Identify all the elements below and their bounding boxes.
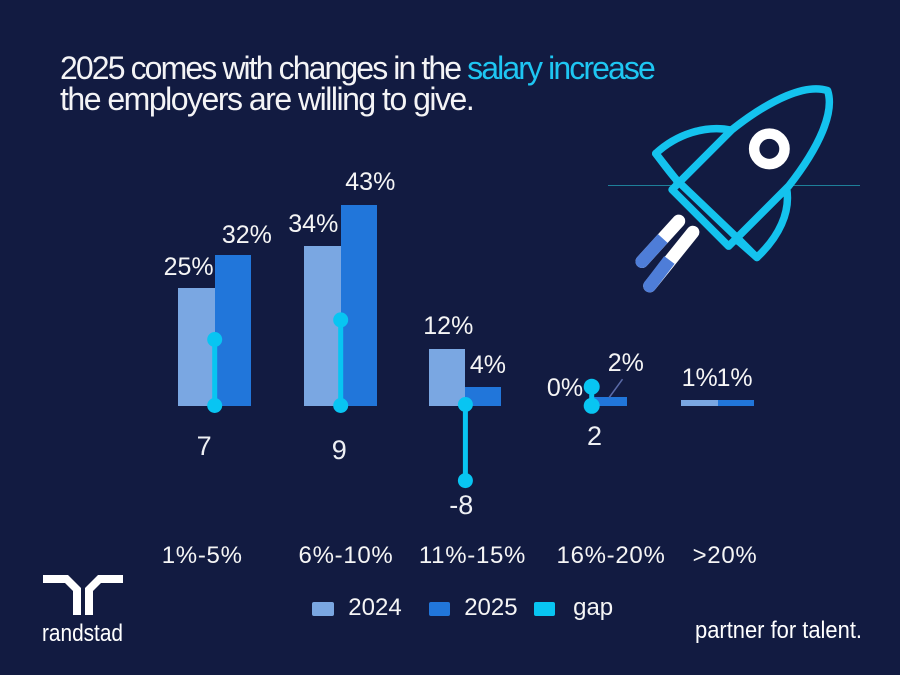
svg-text:partner for talent.: partner for talent. [695,617,862,644]
svg-text:randstad: randstad [42,620,123,646]
